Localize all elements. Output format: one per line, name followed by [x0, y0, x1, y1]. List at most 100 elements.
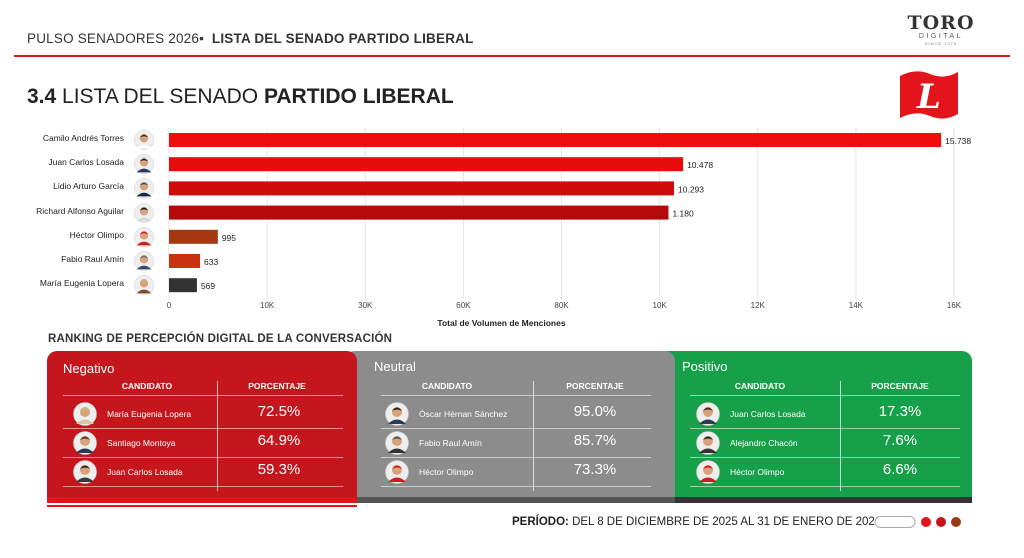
negative-panel: Negativo CANDIDATO PORCENTAJE María Euge…: [47, 351, 357, 503]
candidate-column-header: CANDIDATO: [421, 381, 473, 391]
x-tick-label: 30K: [358, 301, 373, 310]
pager-dot-1[interactable]: [921, 517, 931, 527]
bar-value-label: 995: [222, 233, 236, 243]
bar: [169, 254, 201, 268]
bar-value-label: 10.478: [687, 160, 713, 170]
bar: [169, 133, 942, 147]
x-tick-label: 14K: [849, 301, 864, 310]
candidate-name: Héctor Olimpo: [69, 229, 124, 240]
candidate-avatar: [134, 202, 154, 223]
candidate-avatar: [134, 178, 154, 199]
bar-value-label: 15.738: [945, 136, 971, 146]
percentage-value: 6.6%: [882, 461, 918, 478]
footer-bar: [0, 505, 1024, 511]
candidate-avatar: [73, 431, 97, 455]
bar: [169, 181, 675, 196]
x-tick-label: 60K: [456, 301, 471, 310]
pagination-dots: [874, 516, 961, 528]
candidate-name: Lidio Arturo García: [53, 181, 124, 192]
candidate-name: Fabio Raul Amín: [419, 438, 482, 448]
candidate-label: Fabio Raul Amín: [14, 250, 164, 272]
percent-column-header: PORCENTAJE: [566, 381, 624, 391]
x-tick-label: 12K: [751, 301, 766, 310]
candidate-name: Santiago Montoya: [107, 438, 176, 448]
candidate-name: Fabio Raul Amín: [61, 254, 124, 264]
ranking-row: Juan Carlos Losada 59.3%: [73, 458, 353, 486]
percentage-value: 59.3%: [257, 461, 301, 478]
percentage-value: 64.9%: [257, 432, 301, 449]
candidate-avatar: [134, 275, 154, 296]
percentage-value: 17.3%: [878, 403, 922, 420]
percentage-value: 95.0%: [573, 403, 617, 420]
candidate-avatar: [73, 402, 97, 426]
candidate-name: Juan Carlos Losada: [48, 157, 124, 168]
candidate-name: Héctor Olimpo: [419, 467, 474, 477]
ranking-row: Juan Carlos Losada 17.3%: [696, 400, 966, 428]
ranking-row: Óscar Hérnan Sánchez 95.0%: [385, 400, 655, 428]
percentage-value: 85.7%: [573, 432, 617, 449]
pager-dot-3[interactable]: [951, 517, 961, 527]
candidate-name: Richard Alfonso Aguilar: [36, 205, 124, 216]
x-tick-label: 16K: [947, 301, 962, 310]
candidate-name: Alejandro Chacón: [730, 438, 798, 448]
candidate-name: Héctor Olimpo: [730, 467, 785, 477]
candidate-avatar: [134, 154, 154, 175]
candidate-label: Richard Alfonso Aguilar: [14, 202, 164, 224]
candidate-label: Juan Carlos Losada: [14, 153, 164, 175]
partido-liberal-logo: L: [900, 71, 958, 119]
mentions-bar-chart: 0 10K 30K 60K 80K 10K 12K 14K 16K 15.738 10.478 10.…: [167, 128, 971, 328]
candidate-label: Lidio Arturo García: [14, 177, 164, 199]
ranking-row: Fabio Raul Amín 85.7%: [385, 429, 655, 457]
percentage-value: 72.5%: [257, 403, 301, 420]
candidate-name: Camilo Andrés Torres: [42, 133, 124, 143]
ranking-row: Héctor Olimpo 73.3%: [385, 458, 655, 486]
ranking-row: Alejandro Chacón 7.6%: [696, 429, 966, 457]
candidate-column-header: CANDIDATO: [121, 381, 173, 391]
x-tick-label: 10K: [653, 301, 668, 310]
candidate-avatar: [385, 431, 409, 455]
bar: [169, 229, 218, 244]
pager-pill[interactable]: [874, 516, 916, 528]
period-label: PERÍODO: DEL 8 DE DICIEMBRE DE 2025 AL 3…: [512, 516, 882, 528]
ranking-row: Héctor Olimpo 6.6%: [696, 458, 966, 486]
candidate-avatar: [134, 226, 154, 247]
candidate-avatar: [134, 251, 154, 271]
ranking-row: María Eugenia Lopera 72.5%: [73, 400, 353, 428]
x-tick-label: 0: [167, 301, 172, 310]
positive-panel: Positivo CANDIDATO PORCENTAJE Juan Carlo…: [650, 351, 972, 503]
bar: [169, 205, 669, 220]
candidate-column-header: CANDIDATO: [734, 381, 786, 391]
candidate-name: María Eugenia Lopera: [39, 278, 124, 289]
candidate-name: María Eugenia Lopera: [107, 409, 192, 419]
bar-value-label: 1.180: [672, 209, 694, 219]
page-header: PULSO SENADORES 2026• LISTA DEL SENADO P…: [0, 0, 1024, 58]
percentage-value: 73.3%: [573, 461, 617, 478]
neutral-panel-title: Neutral: [374, 359, 416, 374]
candidate-avatar: [696, 460, 720, 484]
candidate-avatar: [134, 130, 154, 150]
candidate-avatar: [696, 431, 720, 455]
section-title: 3.4 LISTA DEL SENADO PARTIDO LIBERAL: [27, 85, 454, 108]
neutral-panel: Neutral CANDIDATO PORCENTAJE Óscar Hérna…: [345, 351, 675, 503]
ranking-title: RANKING DE PERCEPCIÓN DIGITAL DE LA CONV…: [48, 333, 393, 345]
candidate-name: Óscar Hérnan Sánchez: [419, 409, 508, 419]
candidate-label: Camilo Andrés Torres: [14, 129, 164, 151]
negative-panel-title: Negativo: [63, 361, 115, 376]
percent-column-header: PORCENTAJE: [248, 381, 306, 391]
bar-value-label: 569: [201, 281, 215, 291]
ranking-row: Santiago Montoya 64.9%: [73, 429, 353, 457]
candidate-avatar: [73, 460, 97, 484]
x-tick-label: 10K: [260, 301, 275, 310]
pager-dot-2[interactable]: [936, 517, 946, 527]
positive-panel-title: Positivo: [682, 359, 728, 374]
percent-column-header: PORCENTAJE: [871, 381, 929, 391]
candidate-name: Juan Carlos Losada: [730, 409, 806, 419]
bar-value-label: 10.293: [678, 184, 704, 194]
percentage-value: 7.6%: [882, 432, 918, 449]
header-title: PULSO SENADORES 2026• LISTA DEL SENADO P…: [27, 31, 474, 46]
candidate-avatar: [385, 402, 409, 426]
x-axis-label: Total de Volumen de Menciones: [437, 318, 565, 328]
party-logo-letter: L: [916, 77, 941, 117]
candidate-label: María Eugenia Lopera: [14, 274, 164, 296]
header-divider: [14, 55, 1010, 57]
